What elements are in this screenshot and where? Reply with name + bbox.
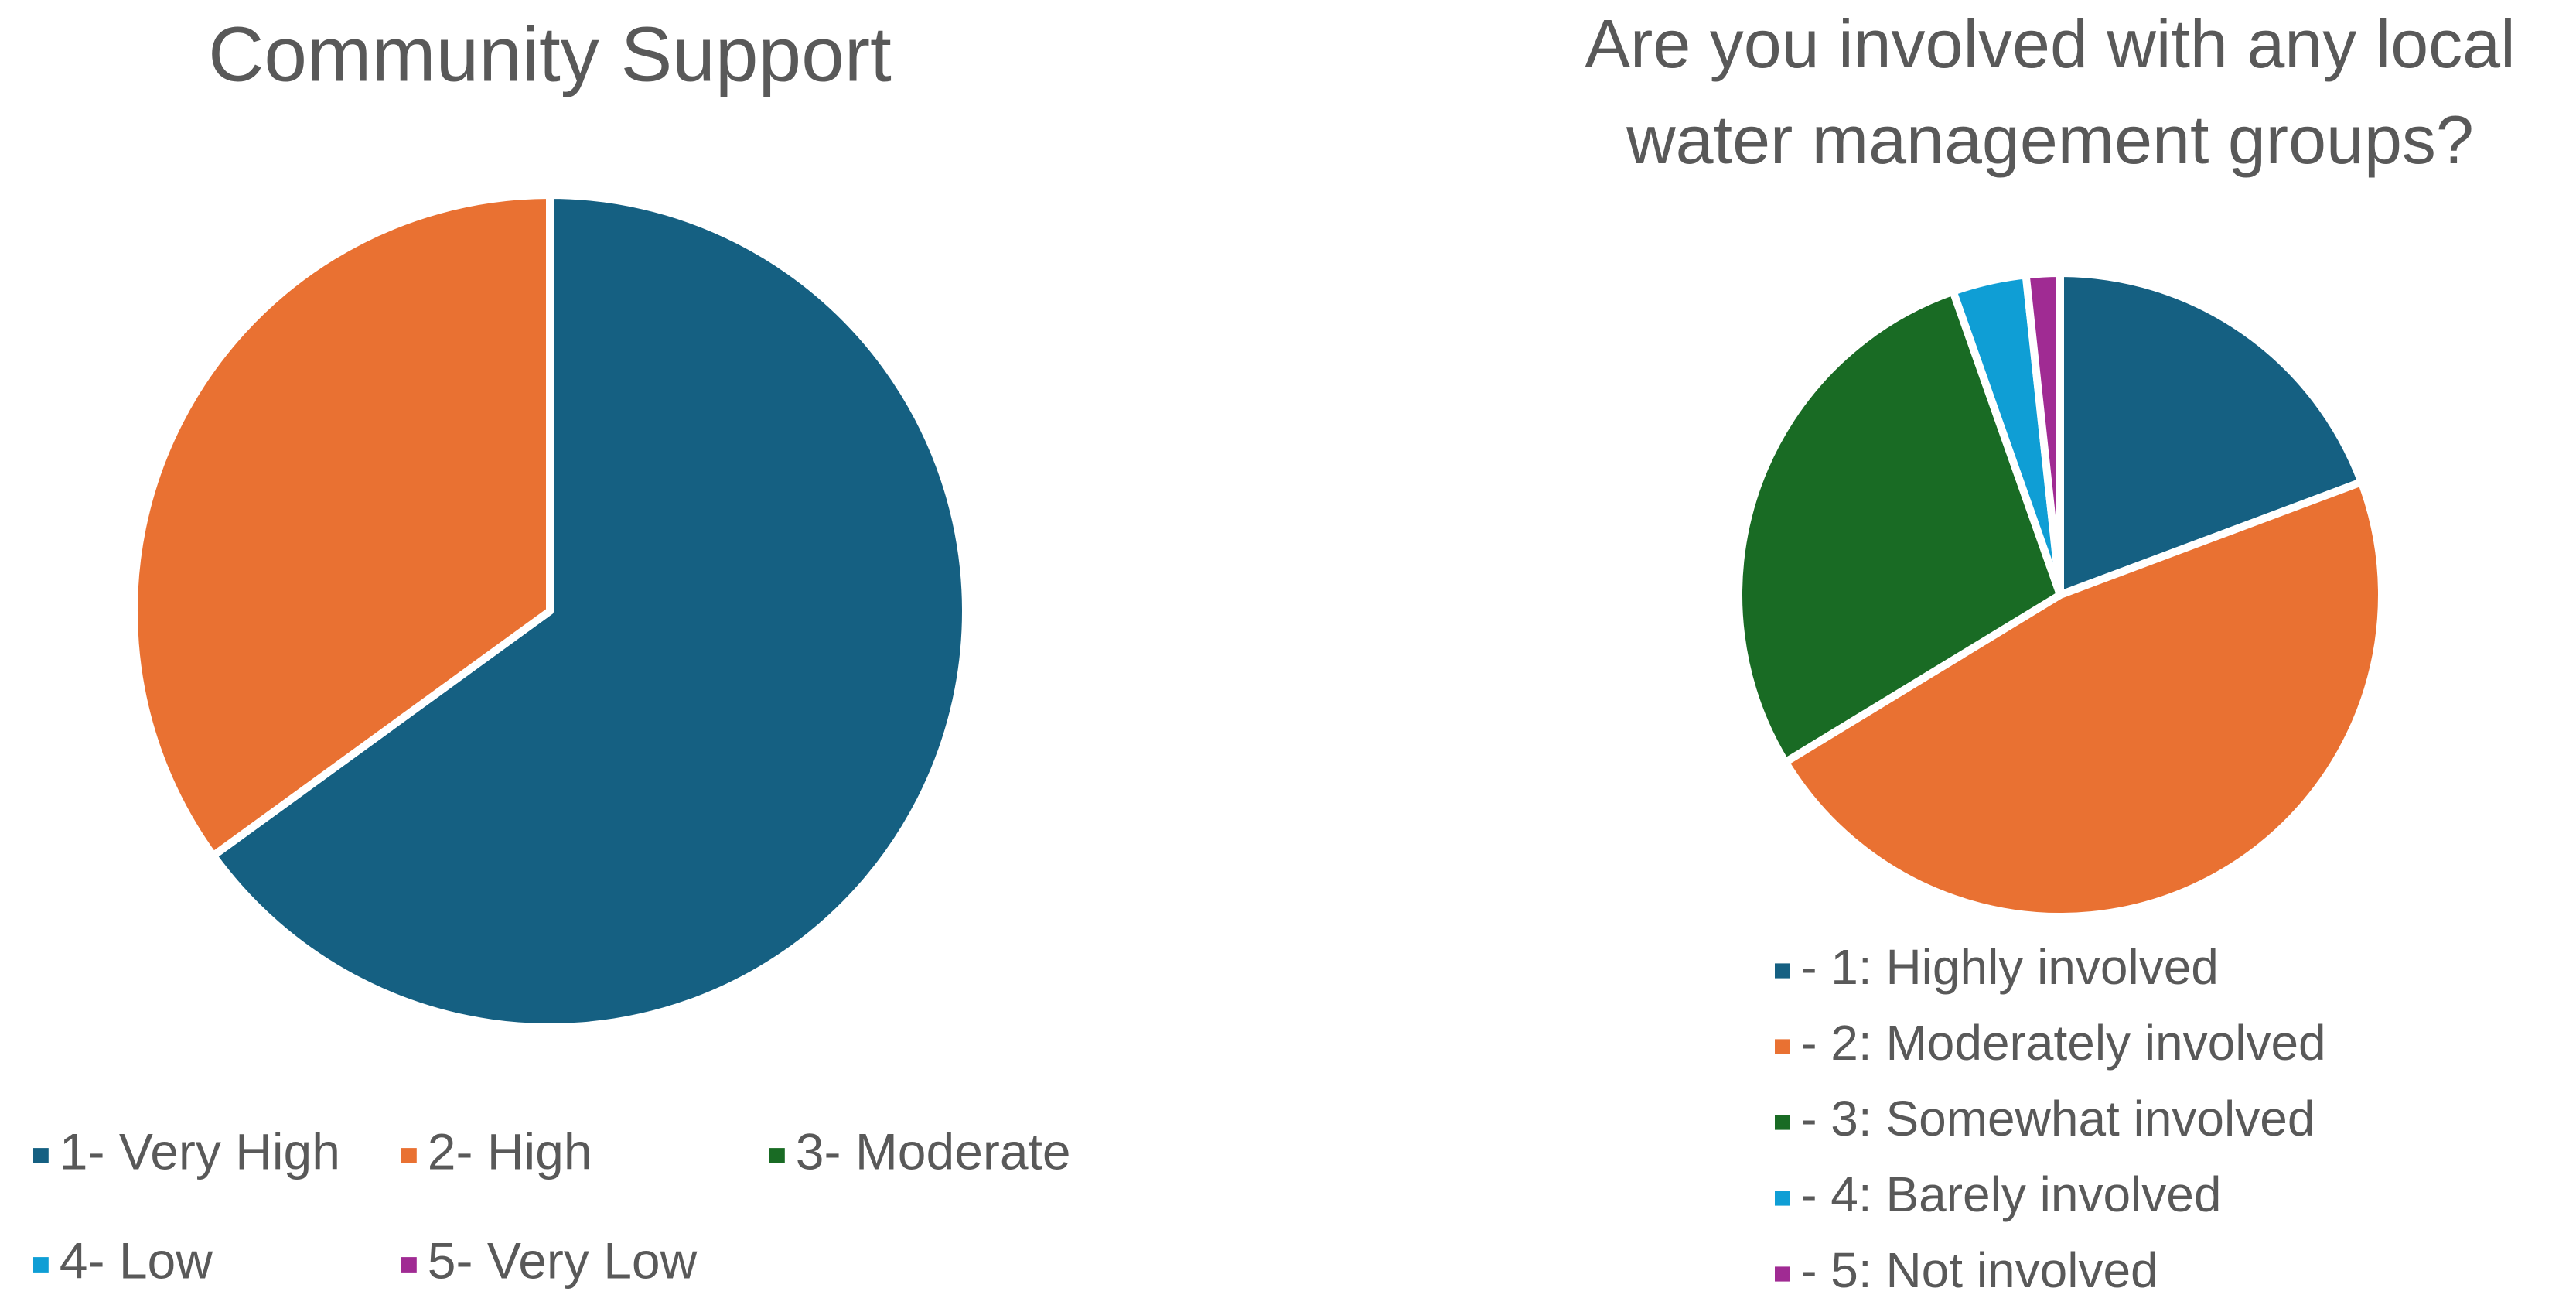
pie-slice <box>130 191 554 860</box>
legend-label: - 4: Barely involved <box>1800 1167 2221 1222</box>
pie-slice <box>2056 269 2366 599</box>
legend-label: - 3: Somewhat involved <box>1800 1091 2315 1146</box>
legend-swatch <box>33 1148 49 1163</box>
legend-swatch <box>1775 1115 1790 1130</box>
legend-label: - 1: Highly involved <box>1800 939 2219 995</box>
legend-label: 1- Very High <box>60 1122 340 1180</box>
pie-slice <box>2022 269 2064 599</box>
legend-label: 2- High <box>428 1122 592 1180</box>
chart-title-line: Are you involved with any local <box>1585 5 2515 82</box>
legend-swatch <box>1775 1266 1790 1282</box>
legend-label: 4- Low <box>60 1232 213 1289</box>
pie-slice <box>1781 478 2386 921</box>
legend-swatch <box>1775 1039 1790 1054</box>
legend-swatch <box>401 1257 417 1273</box>
legend-label: 5- Very Low <box>428 1232 698 1289</box>
chart-title: Are you involved with any local water man… <box>1585 5 2515 178</box>
pie-slice <box>209 191 970 1031</box>
legend-swatch <box>1775 963 1790 979</box>
chart-title: Community Support <box>208 11 892 97</box>
legend-label: - 5: Not involved <box>1800 1242 2158 1298</box>
chart-title-line: water management groups? <box>1626 101 2474 178</box>
legend-swatch <box>401 1148 417 1163</box>
legend-swatch <box>1775 1191 1790 1206</box>
legend-label: - 2: Moderately involved <box>1800 1015 2325 1071</box>
legend-swatch <box>33 1257 49 1273</box>
pie-slice <box>1735 287 2064 767</box>
legend-label: 3- Moderate <box>796 1122 1071 1180</box>
legend-swatch <box>769 1148 785 1163</box>
